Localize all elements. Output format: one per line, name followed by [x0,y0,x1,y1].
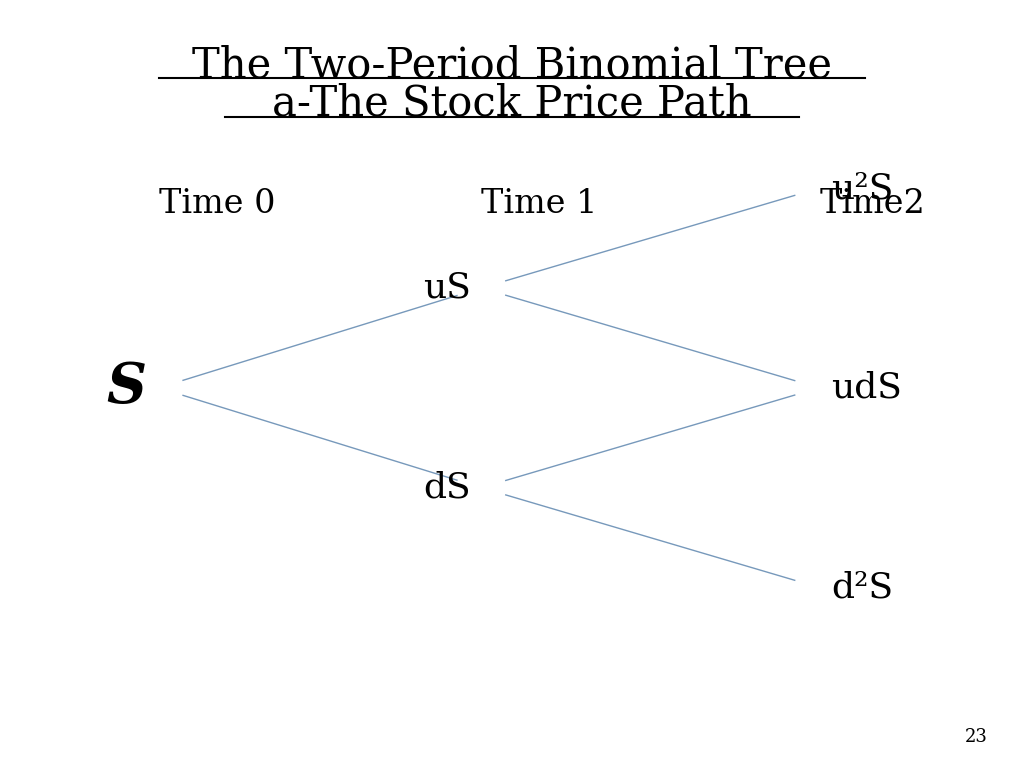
Text: dS: dS [423,471,471,505]
Text: uS: uS [423,271,471,305]
Text: u²S: u²S [831,171,894,205]
Text: Time 1: Time 1 [481,187,598,220]
Text: S: S [106,360,146,415]
Text: The Two-Period Binomial Tree: The Two-Period Binomial Tree [193,45,831,86]
Text: 23: 23 [966,729,988,746]
Text: d²S: d²S [831,571,894,604]
Text: Time2: Time2 [819,187,925,220]
Text: udS: udS [831,371,902,405]
Text: Time 0: Time 0 [159,187,275,220]
Text: a-The Stock Price Path: a-The Stock Price Path [272,83,752,124]
